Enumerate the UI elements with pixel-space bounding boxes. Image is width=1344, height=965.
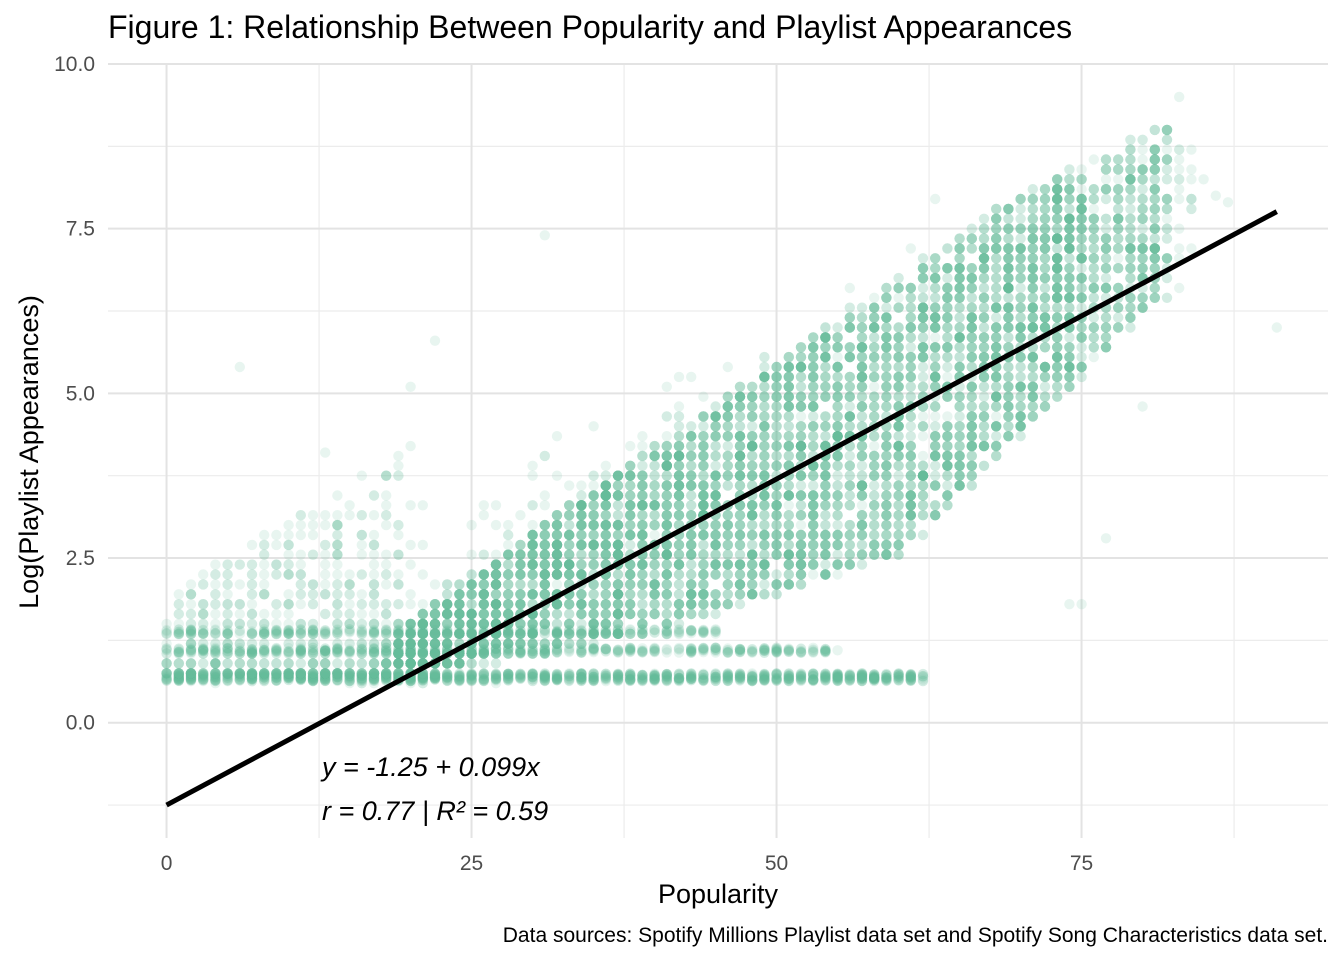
- scatter-point: [820, 671, 830, 681]
- scatter-point: [771, 647, 781, 657]
- scatter-point: [540, 674, 550, 684]
- scatter-point: [503, 673, 513, 683]
- scatter-point: [784, 675, 794, 685]
- scatter-point: [662, 645, 672, 655]
- scatter-point: [796, 671, 806, 681]
- scatter-point: [686, 625, 696, 635]
- scatter-point: [601, 644, 611, 654]
- scatter-point: [649, 646, 659, 656]
- scatter-point: [552, 670, 562, 680]
- scatter-point: [564, 674, 574, 684]
- scatter-point: [625, 670, 635, 680]
- scatter-point: [710, 647, 720, 657]
- scatter-point: [723, 647, 733, 657]
- scatter-point: [479, 674, 489, 684]
- scatter-point: [808, 647, 818, 657]
- scatter-point: [759, 643, 769, 653]
- scatter-point: [649, 669, 659, 679]
- scatter-point: [601, 676, 611, 686]
- scatter-point: [735, 647, 745, 657]
- scatter-point: [649, 628, 659, 638]
- scatter-point: [698, 646, 708, 656]
- scatter-point: [747, 648, 757, 658]
- scatter-point: [808, 668, 818, 678]
- scatter-point: [832, 645, 842, 655]
- scatter-point: [893, 675, 903, 685]
- scatter-point: [918, 676, 928, 686]
- scatter-point: [820, 647, 830, 657]
- scatter-point: [430, 668, 440, 678]
- scatter-point: [845, 672, 855, 682]
- scatter-point: [832, 673, 842, 683]
- scatter-point: [710, 672, 720, 682]
- scatter-point: [759, 675, 769, 685]
- scatter-point: [857, 676, 867, 686]
- scatter-point: [686, 646, 696, 656]
- scatter-point: [613, 669, 623, 679]
- scatter-point: [637, 646, 647, 656]
- scatter-point: [613, 646, 623, 656]
- scatter-point: [625, 645, 635, 655]
- scatter-point: [466, 675, 476, 685]
- scatter-point: [784, 643, 794, 653]
- scatter-point: [796, 646, 806, 656]
- scatter-point: [686, 673, 696, 683]
- scatter-point: [576, 676, 586, 686]
- scatter-point: [906, 674, 916, 684]
- scatter-point: [735, 671, 745, 681]
- scatter-point: [869, 671, 879, 681]
- scatter-point: [637, 675, 647, 685]
- scatter-point: [723, 673, 733, 683]
- scatter-points: [161, 92, 1282, 689]
- scatter-point: [747, 671, 757, 681]
- scatter-point: [698, 625, 708, 635]
- scatter-point: [881, 675, 891, 685]
- scatter-point: [698, 673, 708, 683]
- scatter-point: [442, 670, 452, 680]
- scatter-point: [588, 674, 598, 684]
- scatter-point: [710, 626, 720, 636]
- scatter-point: [515, 670, 525, 680]
- scatter-point: [674, 673, 684, 683]
- scatter-point: [771, 670, 781, 680]
- scatter-point: [674, 647, 684, 657]
- scatter-point: [454, 671, 464, 681]
- scatter-point: [662, 675, 672, 685]
